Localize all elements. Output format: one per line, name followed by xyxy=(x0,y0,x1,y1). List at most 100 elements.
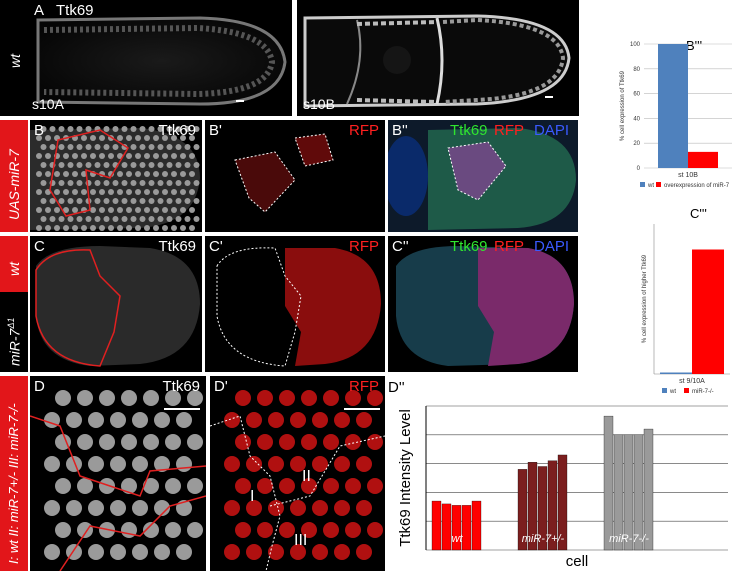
nucleus xyxy=(36,153,42,159)
nucleus xyxy=(76,198,83,204)
nucleus xyxy=(110,412,126,428)
nucleus xyxy=(99,207,105,213)
nucleus xyxy=(184,162,191,168)
genotype-bar-a: wt xyxy=(0,0,28,116)
nucleus xyxy=(63,171,69,177)
panel-b-prime-label: B' xyxy=(209,122,222,139)
nucleus xyxy=(193,216,200,222)
nucleus xyxy=(135,135,141,141)
nucleus xyxy=(224,500,240,516)
panel-a-left: A Ttk69 s10A xyxy=(0,0,292,116)
bar-wt xyxy=(471,500,482,551)
nucleus xyxy=(130,162,137,168)
nucleus xyxy=(99,390,115,406)
nucleus xyxy=(94,162,101,168)
nucleus xyxy=(166,162,173,168)
nucleus xyxy=(268,544,284,560)
nucleus xyxy=(345,522,361,538)
nucleus xyxy=(54,207,60,213)
legend-label: overexpression of miR-7 xyxy=(664,183,730,189)
nucleus xyxy=(90,225,96,231)
nucleus xyxy=(235,522,251,538)
chart-panel-label: D'' xyxy=(388,379,405,396)
merge-stain-blue: DAPI xyxy=(534,122,570,139)
nucleus xyxy=(103,162,110,168)
y-tick-label: 20 xyxy=(633,141,640,147)
merge-b xyxy=(388,120,578,232)
nucleus xyxy=(166,180,173,186)
nucleus xyxy=(187,478,203,494)
nucleus xyxy=(130,198,137,204)
genotype-bar-d: I: wt II: miR-7+/- III: miR-7-/- xyxy=(0,376,28,571)
nucleus xyxy=(103,180,110,186)
nucleus xyxy=(148,180,155,186)
nucleus xyxy=(126,153,132,159)
nucleus xyxy=(171,171,177,177)
nucleus xyxy=(279,390,295,406)
nucleus xyxy=(55,478,71,494)
panel-a-right: s10B xyxy=(297,0,579,116)
nucleus xyxy=(312,544,328,560)
bar-wt xyxy=(658,44,688,168)
nucleus xyxy=(103,144,110,150)
nucleus xyxy=(45,171,51,177)
bar-miR-7- xyxy=(633,434,644,551)
scale-bar xyxy=(545,96,553,98)
group-label: miR-7+/- xyxy=(522,533,565,545)
nucleus xyxy=(77,478,93,494)
nucleus xyxy=(246,412,262,428)
nucleus xyxy=(99,225,105,231)
nucleus xyxy=(67,144,74,150)
panel-d: D Ttk69 xyxy=(30,376,206,571)
bar-wt xyxy=(441,503,452,551)
region-label-1: I xyxy=(250,488,255,505)
y-tick-label: 0 xyxy=(637,166,641,172)
nucleus xyxy=(148,216,155,222)
nucleus xyxy=(356,412,372,428)
genotype-c-bottom-name: miR-7 xyxy=(6,328,23,366)
bar-miR-7- xyxy=(517,469,528,551)
nucleus xyxy=(356,544,372,560)
nucleus xyxy=(154,500,170,516)
nucleus xyxy=(88,456,104,472)
panel-c: C Ttk69 xyxy=(30,236,202,372)
nucleus xyxy=(103,198,110,204)
nucleus xyxy=(121,180,128,186)
nucleus xyxy=(108,189,114,195)
nucleus xyxy=(153,135,159,141)
bar-wt xyxy=(451,505,462,551)
nucleus xyxy=(257,390,273,406)
region-label-3: III xyxy=(294,532,308,549)
nucleus xyxy=(45,153,51,159)
nucleus xyxy=(81,189,87,195)
nucleus xyxy=(148,144,155,150)
group-label: wt xyxy=(452,533,464,545)
nucleus xyxy=(166,198,173,204)
nucleus xyxy=(103,126,110,132)
nucleus xyxy=(367,390,383,406)
nucleus xyxy=(323,434,339,450)
merge-stain-red: RFP xyxy=(494,238,524,255)
bar-miR-7- xyxy=(547,460,558,551)
nucleus xyxy=(189,171,195,177)
panel-d-stain: Ttk69 xyxy=(162,378,200,395)
nucleus xyxy=(88,544,104,560)
nucleus xyxy=(153,225,159,231)
nucleus xyxy=(334,544,350,560)
egg-chamber-s10b xyxy=(303,14,571,108)
nucleus xyxy=(246,544,262,560)
bar-miR-7- xyxy=(692,249,724,374)
nucleus xyxy=(94,144,101,150)
nucleus xyxy=(166,126,173,132)
panel-b-prime: B' RFP xyxy=(205,120,385,232)
nucleus xyxy=(143,390,159,406)
genotype-bar-c-bottom: miR-7Δ1 xyxy=(0,292,28,372)
nucleus xyxy=(166,216,173,222)
nucleus xyxy=(323,522,339,538)
panel-b-label: B xyxy=(34,122,45,139)
nucleus xyxy=(130,216,137,222)
nucleus xyxy=(162,171,168,177)
panel-d-label: D xyxy=(34,378,45,395)
nucleus xyxy=(88,412,104,428)
panel-b-stain: Ttk69 xyxy=(158,122,196,139)
